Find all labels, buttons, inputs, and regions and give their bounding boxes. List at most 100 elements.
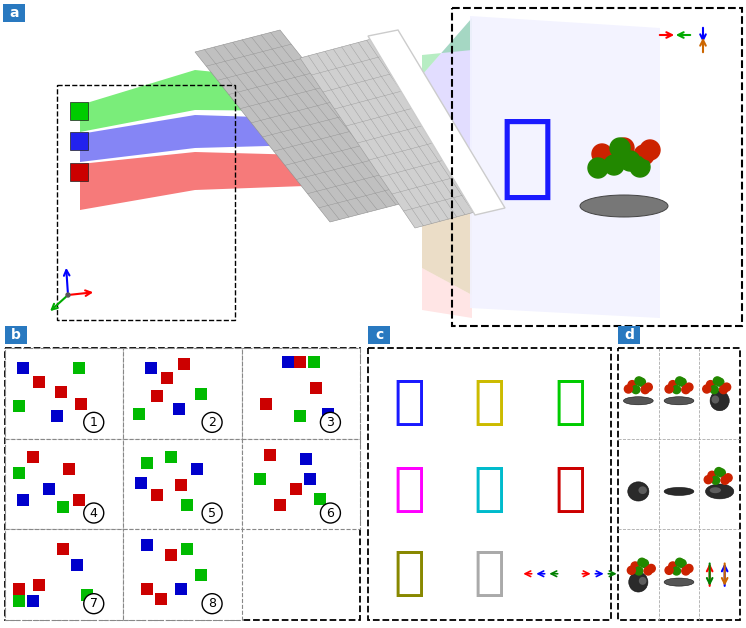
Text: 3: 3 xyxy=(327,416,334,429)
Bar xyxy=(70,102,88,120)
Polygon shape xyxy=(422,18,472,175)
Bar xyxy=(73,494,85,506)
Circle shape xyxy=(627,566,636,575)
Text: 坎: 坎 xyxy=(474,464,505,515)
Circle shape xyxy=(682,567,690,575)
Bar xyxy=(13,583,25,595)
Bar xyxy=(294,356,306,368)
Circle shape xyxy=(644,567,652,575)
Circle shape xyxy=(678,378,686,386)
Bar xyxy=(191,463,204,475)
Bar xyxy=(260,398,272,410)
Circle shape xyxy=(635,567,643,575)
Text: 8: 8 xyxy=(208,597,216,610)
Text: 震: 震 xyxy=(554,377,586,428)
Circle shape xyxy=(676,377,683,385)
Circle shape xyxy=(588,158,608,178)
Bar xyxy=(178,358,190,370)
Circle shape xyxy=(648,565,655,573)
FancyBboxPatch shape xyxy=(618,326,640,344)
Circle shape xyxy=(678,560,686,568)
Ellipse shape xyxy=(639,486,647,494)
Circle shape xyxy=(685,565,693,573)
Bar xyxy=(254,473,266,485)
Bar xyxy=(274,499,286,511)
FancyBboxPatch shape xyxy=(3,4,25,22)
Text: 7: 7 xyxy=(90,597,98,610)
Polygon shape xyxy=(80,152,415,210)
Bar xyxy=(17,494,29,506)
Bar xyxy=(313,493,326,505)
Bar xyxy=(123,529,242,620)
Ellipse shape xyxy=(709,487,721,493)
Bar xyxy=(141,583,154,595)
Bar xyxy=(175,583,187,595)
Circle shape xyxy=(704,475,712,484)
Bar xyxy=(181,543,193,555)
FancyBboxPatch shape xyxy=(368,326,390,344)
Circle shape xyxy=(676,558,683,566)
Circle shape xyxy=(712,476,720,484)
Polygon shape xyxy=(422,268,472,318)
Bar xyxy=(13,400,25,412)
Ellipse shape xyxy=(639,577,647,585)
Circle shape xyxy=(632,386,640,394)
Bar xyxy=(618,348,740,620)
Bar xyxy=(55,386,67,398)
Text: 坤: 坤 xyxy=(474,377,505,428)
FancyBboxPatch shape xyxy=(5,326,27,344)
Bar xyxy=(70,132,88,150)
Bar xyxy=(17,362,29,374)
Polygon shape xyxy=(368,30,505,215)
Circle shape xyxy=(665,566,673,575)
Bar xyxy=(310,382,322,394)
Circle shape xyxy=(321,413,340,432)
Circle shape xyxy=(723,383,730,391)
Text: 艮: 艮 xyxy=(393,548,425,599)
Bar xyxy=(27,451,39,463)
Circle shape xyxy=(66,293,70,297)
Bar xyxy=(173,403,185,415)
Circle shape xyxy=(631,562,639,570)
Bar xyxy=(123,348,242,439)
Bar xyxy=(27,595,39,607)
Circle shape xyxy=(665,385,673,393)
Circle shape xyxy=(202,413,222,432)
Text: d: d xyxy=(624,328,634,342)
Circle shape xyxy=(715,468,723,475)
Ellipse shape xyxy=(580,195,668,217)
Text: a: a xyxy=(9,6,19,20)
Bar xyxy=(151,390,163,402)
Bar xyxy=(33,376,45,388)
Bar xyxy=(304,473,316,485)
Circle shape xyxy=(84,413,104,432)
Circle shape xyxy=(592,144,612,164)
Text: b: b xyxy=(11,328,21,342)
Ellipse shape xyxy=(624,397,653,405)
Circle shape xyxy=(703,385,711,393)
Circle shape xyxy=(630,157,650,177)
Text: c: c xyxy=(375,328,383,342)
Circle shape xyxy=(640,140,660,160)
Circle shape xyxy=(628,381,636,389)
Circle shape xyxy=(321,503,340,523)
Text: 乾: 乾 xyxy=(393,377,425,428)
Circle shape xyxy=(638,558,646,566)
Bar xyxy=(175,479,187,490)
Bar xyxy=(242,439,360,529)
Circle shape xyxy=(84,503,104,523)
Circle shape xyxy=(721,476,729,484)
Circle shape xyxy=(672,386,680,394)
Circle shape xyxy=(708,471,716,479)
Circle shape xyxy=(717,469,725,477)
Bar xyxy=(5,439,123,529)
Circle shape xyxy=(668,381,677,389)
Circle shape xyxy=(724,474,732,482)
Bar xyxy=(155,593,167,605)
Text: 兑: 兑 xyxy=(474,548,505,599)
Bar xyxy=(145,362,157,374)
Polygon shape xyxy=(422,175,472,295)
Bar xyxy=(75,398,87,410)
Bar xyxy=(161,372,173,384)
Ellipse shape xyxy=(629,572,648,592)
